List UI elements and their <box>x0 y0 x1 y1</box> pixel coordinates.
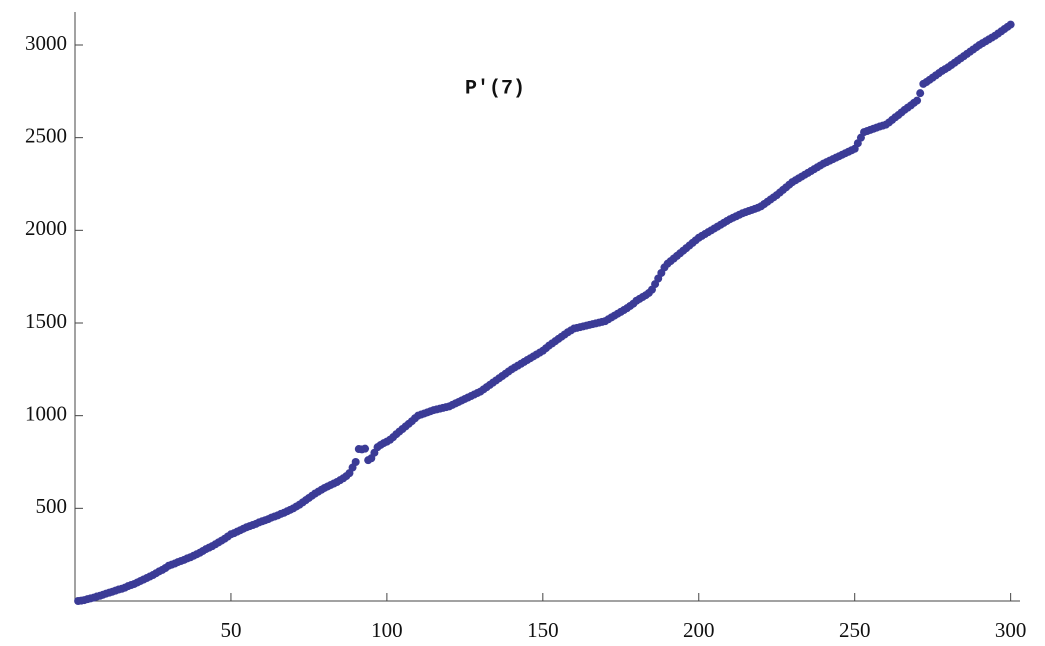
point <box>361 444 370 453</box>
point <box>351 457 360 466</box>
y-tick-label: 500 <box>36 494 68 518</box>
point <box>916 89 925 98</box>
point <box>1006 20 1015 29</box>
x-tick-label: 150 <box>527 618 559 642</box>
x-tick-label: 300 <box>995 618 1027 642</box>
y-tick-label: 1500 <box>25 309 67 333</box>
x-tick-label: 200 <box>683 618 715 642</box>
x-tick-label: 250 <box>839 618 871 642</box>
chart-title: P'(7) <box>465 77 525 100</box>
x-tick-label: 50 <box>220 618 241 642</box>
x-tick-label: 100 <box>371 618 403 642</box>
y-tick-label: 2000 <box>25 216 67 240</box>
point <box>913 96 922 105</box>
y-tick-label: 1000 <box>25 401 67 425</box>
y-tick-label: 3000 <box>25 31 67 55</box>
y-tick-label: 2500 <box>25 123 67 147</box>
